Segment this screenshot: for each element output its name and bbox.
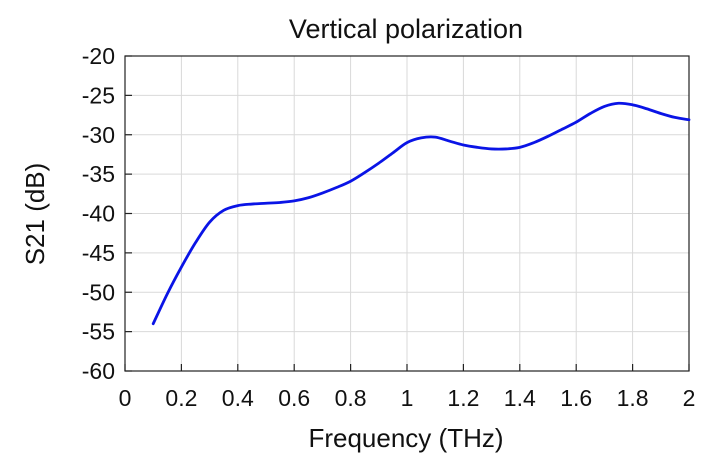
grid xyxy=(124,55,690,372)
y-axis: -20 -25 -30 -35 -40 -45 -50 -55 -60 xyxy=(82,43,132,384)
x-tick-label: 2 xyxy=(683,385,696,411)
x-tick-label: 1 xyxy=(401,385,414,411)
y-tick-label: -20 xyxy=(82,43,115,69)
y-tick-label: -45 xyxy=(82,240,115,266)
y-axis-label: S21 (dB) xyxy=(20,163,50,266)
y-tick-label: -55 xyxy=(82,319,115,345)
x-axis-label: Frequency (THz) xyxy=(308,423,503,453)
x-tick-label: 1.2 xyxy=(447,385,479,411)
y-tick-label: -50 xyxy=(82,279,115,305)
x-tick-label: 0.8 xyxy=(335,385,367,411)
x-tick-label: 1.8 xyxy=(617,385,649,411)
y-tick-label: -40 xyxy=(82,201,115,227)
y-tick-label: -60 xyxy=(82,358,115,384)
chart-title: Vertical polarization xyxy=(289,14,523,44)
x-tick-label: 1.6 xyxy=(560,385,592,411)
x-axis: 0 0.2 0.4 0.6 0.8 1 1.2 1.4 1.6 1.8 2 xyxy=(119,364,696,411)
series-line-0 xyxy=(151,101,691,326)
y-tick-label: -35 xyxy=(82,161,115,187)
y-tick-label: -30 xyxy=(82,122,115,148)
x-tick-label: 1.4 xyxy=(504,385,536,411)
x-tick-label: 0.4 xyxy=(222,385,254,411)
x-tick-label: 0 xyxy=(119,385,132,411)
x-tick-label: 0.6 xyxy=(278,385,310,411)
series-group xyxy=(151,101,691,326)
y-tick-label: -25 xyxy=(82,82,115,108)
x-tick-label: 0.2 xyxy=(165,385,197,411)
